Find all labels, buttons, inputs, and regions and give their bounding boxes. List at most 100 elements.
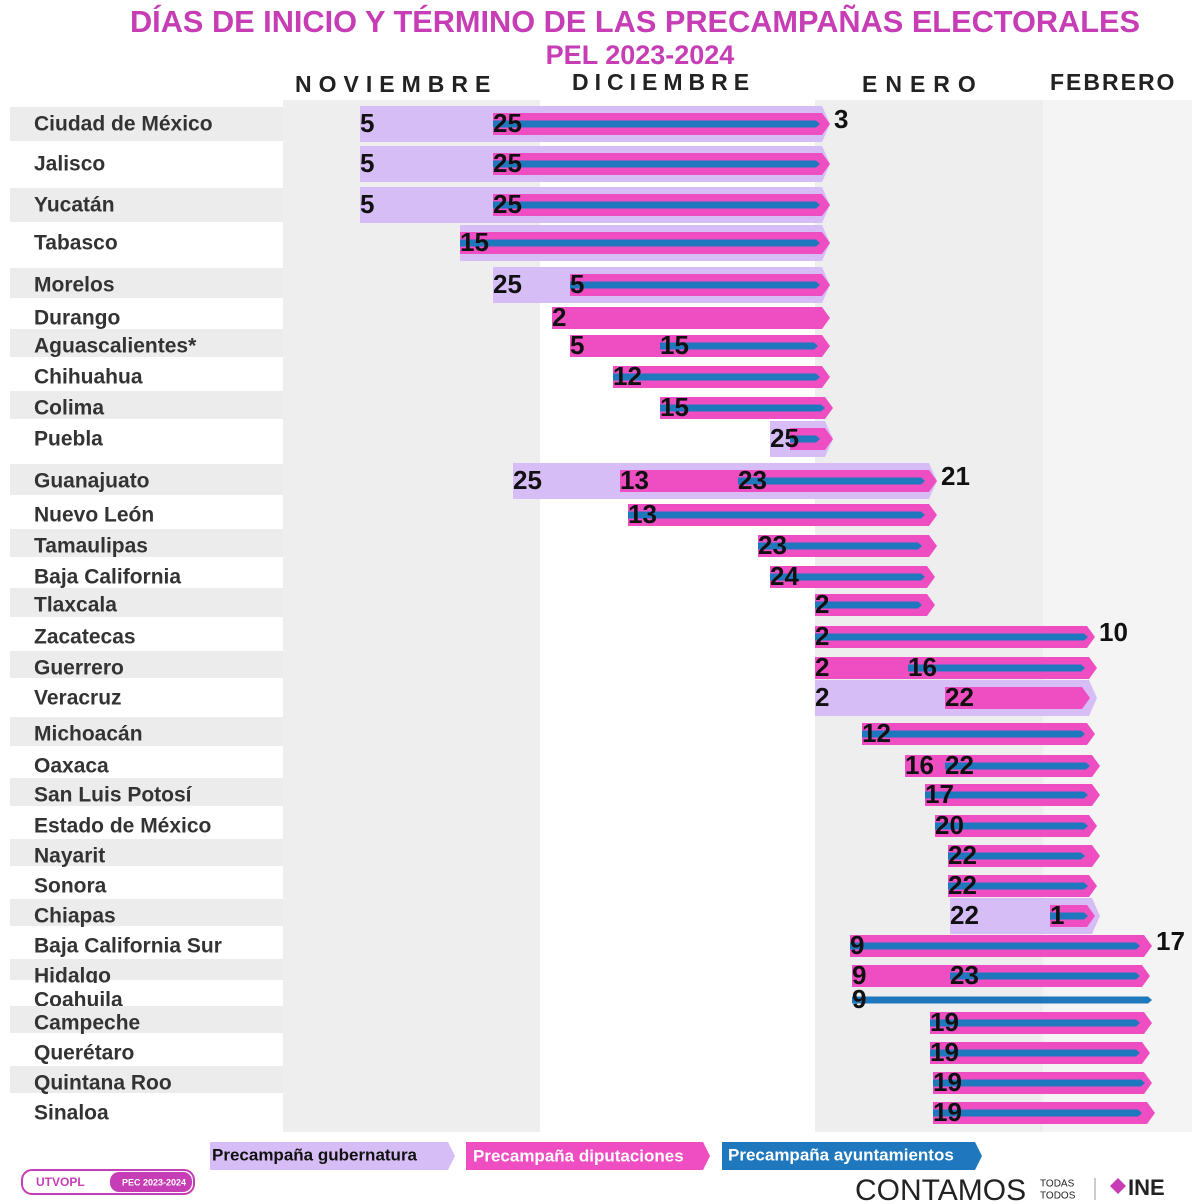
legend-swatch — [210, 1142, 455, 1170]
slogan-small: TODOS — [1040, 1191, 1076, 1202]
day-label: 17 — [1156, 926, 1185, 956]
bar-ayuntamientos — [862, 730, 1085, 738]
day-label: 9 — [852, 984, 866, 1014]
day-label: 25 — [513, 465, 542, 495]
row-label: Querétaro — [34, 1042, 134, 1065]
bar-ayuntamientos — [790, 435, 820, 443]
row-band — [10, 529, 283, 557]
legend-entry: Precampaña gubernatura — [212, 1145, 418, 1164]
row-label: Sinaloa — [34, 1102, 109, 1125]
day-label: 5 — [570, 330, 584, 360]
day-label: 5 — [360, 189, 374, 219]
bar-ayuntamientos — [852, 996, 1152, 1004]
day-label: 9 — [852, 960, 866, 990]
row-band — [10, 107, 283, 141]
row-band — [10, 899, 283, 926]
bar-ayuntamientos — [493, 201, 820, 209]
bar-ayuntamientos — [935, 822, 1088, 830]
day-label: 22 — [948, 840, 977, 870]
row-label: Tamaulipas — [34, 535, 148, 558]
bar-diputaciones — [945, 687, 1090, 709]
row-band — [10, 147, 283, 181]
title: DÍAS DE INICIO Y TÉRMINO DE LAS PRECAMPA… — [130, 4, 1140, 39]
day-label: 15 — [660, 330, 689, 360]
legend-swatch — [722, 1142, 982, 1170]
row-label: Tabasco — [34, 232, 118, 255]
row-band — [10, 422, 283, 456]
day-label: 5 — [570, 269, 584, 299]
day-label: 21 — [941, 461, 970, 491]
row-label: Chihuahua — [34, 366, 143, 389]
day-label: 22 — [945, 750, 974, 780]
day-label: 1 — [1050, 900, 1064, 930]
day-label: 22 — [945, 682, 974, 712]
day-label: 23 — [758, 530, 787, 560]
month: DICIEMBRE — [572, 69, 755, 95]
row-label: Nayarit — [34, 845, 105, 868]
row-band — [10, 717, 283, 746]
bar-ayuntamientos — [660, 404, 825, 412]
row-band — [10, 1006, 283, 1033]
day-label: 2 — [815, 589, 829, 619]
row-band — [10, 360, 283, 388]
day-label: 16 — [905, 750, 934, 780]
day-label: 9 — [850, 930, 864, 960]
bar-ayuntamientos — [628, 511, 925, 519]
row-label: Coahuila — [34, 989, 123, 1012]
row-band — [10, 329, 283, 357]
row-label: Michoacán — [34, 723, 143, 746]
row-label: Nuevo León — [34, 504, 154, 527]
row-label: Guanajuato — [34, 470, 150, 493]
row-band — [10, 778, 283, 806]
row-label: San Luis Potosí — [34, 784, 193, 807]
row-band — [10, 301, 283, 326]
bar-ayuntamientos — [460, 239, 820, 247]
legend-entry: Precampaña diputaciones — [473, 1146, 684, 1165]
slogan-small: TODAS — [1040, 1179, 1075, 1190]
row-band — [10, 929, 283, 956]
row-label: Estado de México — [34, 815, 211, 838]
day-label: 5 — [360, 108, 374, 138]
row-label: Veracruz — [34, 687, 122, 710]
row-band — [10, 268, 283, 298]
day-label: 15 — [660, 392, 689, 422]
row-band — [10, 620, 283, 648]
row-band — [10, 839, 283, 866]
row-band — [10, 959, 283, 980]
day-label: 2 — [815, 621, 829, 651]
row-label: Tlaxcala — [34, 594, 117, 617]
day-label: 25 — [493, 108, 522, 138]
row-label: Chiapas — [34, 905, 116, 928]
badge-text: UTVOPL — [36, 1175, 85, 1189]
bar-ayuntamientos — [660, 342, 818, 350]
row-label: Hidalgo — [34, 965, 111, 988]
day-label: 2 — [552, 302, 566, 332]
row-band — [10, 498, 283, 526]
bar-ayuntamientos — [758, 542, 922, 550]
bar-ayuntamientos — [613, 373, 820, 381]
bar-ayuntamientos — [770, 573, 925, 581]
row-label: Puebla — [34, 428, 103, 451]
row-label: Oaxaca — [34, 755, 109, 778]
day-label: 20 — [935, 810, 964, 840]
day-label: 16 — [908, 652, 937, 682]
row-band — [10, 1066, 283, 1093]
month-column — [1043, 100, 1192, 1132]
row-band — [10, 391, 283, 419]
row-band — [10, 983, 283, 1003]
day-label: 2 — [815, 652, 829, 682]
row-band — [10, 1036, 283, 1063]
subtitle: PEL 2023-2024 — [546, 40, 735, 70]
day-label: 3 — [834, 104, 848, 134]
bar-ayuntamientos — [493, 160, 820, 168]
day-label: 12 — [862, 718, 891, 748]
bar-ayuntamientos — [933, 1079, 1145, 1087]
row-label: Baja California Sur — [34, 935, 222, 958]
row-label: Yucatán — [34, 194, 115, 217]
day-label: 19 — [933, 1067, 962, 1097]
day-label: 25 — [493, 269, 522, 299]
slogan: CONTAMOS — [855, 1174, 1026, 1204]
row-band — [10, 1096, 283, 1127]
row-label: Jalisco — [34, 153, 105, 176]
